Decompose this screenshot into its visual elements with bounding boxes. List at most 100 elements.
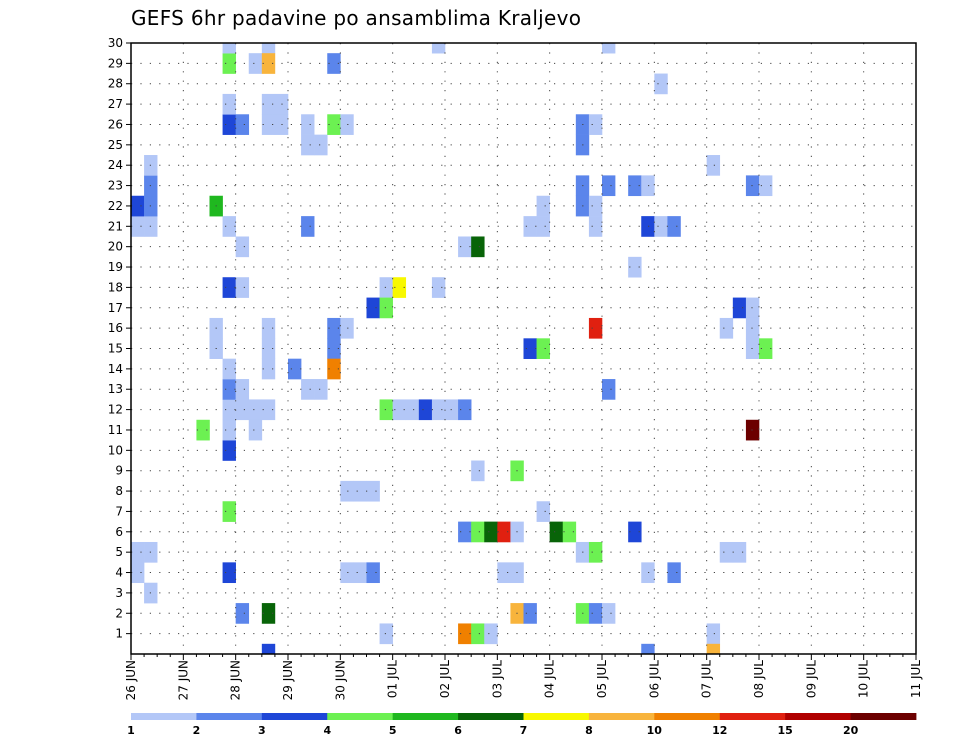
heatmap-cell <box>327 358 341 380</box>
chart-title: GEFS 6hr padavine po ansamblima Kraljevo <box>131 6 582 30</box>
heatmap-cell <box>222 53 236 74</box>
heatmap-cell <box>458 399 472 421</box>
heatmap-cell <box>431 277 446 298</box>
heatmap-cell <box>759 175 773 197</box>
heatmap-cell <box>602 43 616 54</box>
y-tick-label: 2 <box>115 606 123 620</box>
heatmap-cell <box>484 521 498 543</box>
x-tick-label: 10 JUL <box>857 660 871 698</box>
y-tick-label: 5 <box>115 545 123 559</box>
y-tick-label: 17 <box>108 301 123 315</box>
heatmap-cell <box>222 277 236 298</box>
heatmap-cell <box>288 358 302 380</box>
colorbar-label: 12 <box>712 724 727 737</box>
heatmap-cell <box>314 379 328 400</box>
heatmap-cell <box>732 297 747 319</box>
y-tick-label: 13 <box>108 382 123 396</box>
y-tick-label: 14 <box>108 362 123 376</box>
heatmap-cell <box>235 236 250 258</box>
heatmap-cell <box>523 338 537 359</box>
heatmap-cell <box>222 114 236 135</box>
heatmap-cell <box>471 521 485 543</box>
heatmap-cell <box>222 379 236 400</box>
heatmap-cell <box>745 175 760 197</box>
colorbar-label: 2 <box>193 724 201 737</box>
y-tick-label: 18 <box>108 280 123 294</box>
heatmap-cell <box>471 623 485 645</box>
heatmap-cell <box>549 521 564 543</box>
heatmap-cell <box>667 562 681 584</box>
heatmap-cell <box>379 297 393 319</box>
y-tick-label: 27 <box>108 97 123 111</box>
heatmap-cell <box>458 623 472 645</box>
heatmap-cell <box>261 643 276 655</box>
heatmap-cell <box>235 277 250 298</box>
heatmap-cell <box>602 603 616 624</box>
colorbar-swatch <box>588 713 655 720</box>
heatmap-cell <box>732 541 747 563</box>
heatmap-cell <box>392 277 407 298</box>
y-tick-label: 19 <box>108 260 123 274</box>
y-tick-label: 20 <box>108 240 123 254</box>
heatmap-cell <box>340 114 354 135</box>
colorbar-swatch <box>719 713 786 720</box>
heatmap-cell <box>379 623 393 645</box>
heatmap-cell <box>235 379 250 400</box>
heatmap-cell <box>314 134 328 156</box>
heatmap-cell <box>222 43 236 54</box>
heatmap-cell <box>667 216 681 237</box>
heatmap-cell <box>301 114 315 135</box>
heatmap-cell <box>588 195 603 217</box>
heatmap-cell <box>745 317 760 339</box>
y-tick-label: 10 <box>108 443 123 457</box>
y-tick-label: 1 <box>115 627 123 641</box>
x-tick-label: 29 JUN <box>281 660 295 700</box>
axes-layer: 1234567891011121314151617181920212223242… <box>108 36 923 700</box>
colorbar-swatch <box>785 713 851 720</box>
heatmap-cell <box>261 114 276 135</box>
heatmap-cell <box>719 317 734 339</box>
y-tick-label: 11 <box>108 423 123 437</box>
heatmap-cell <box>431 399 446 421</box>
heatmap-cell <box>366 297 380 319</box>
heatmap-cell <box>222 501 236 522</box>
heatmap-cell <box>235 603 250 624</box>
heatmap-cell <box>745 419 760 441</box>
y-tick-label: 9 <box>115 464 123 478</box>
heatmap-cell <box>340 480 354 502</box>
heatmap-cell <box>261 358 276 380</box>
heatmap-cell <box>523 603 537 624</box>
heatmap-cell <box>588 216 603 237</box>
x-tick-label: 04 JUL <box>543 660 557 698</box>
y-tick-label: 29 <box>108 56 123 70</box>
heatmap-cell <box>261 43 276 54</box>
heatmap-cell <box>706 623 721 645</box>
heatmap-cell <box>222 399 236 421</box>
colorbar-layer: 1 2 3 4 5 6 7 8 10 12 15 20 <box>127 713 917 737</box>
heatmap-cell <box>536 501 550 522</box>
colorbar-swatch <box>327 713 394 720</box>
heatmap-cell <box>759 338 773 359</box>
colorbar-label: 8 <box>585 724 593 737</box>
heatmap-cell <box>392 399 407 421</box>
x-tick-label: 30 JUN <box>333 660 347 700</box>
heatmap-cell <box>641 216 655 237</box>
heatmap-cell <box>248 53 263 74</box>
heatmap-cell <box>248 419 263 441</box>
x-tick-label: 11 JUL <box>909 660 923 698</box>
colorbar-label: 7 <box>520 724 528 737</box>
y-tick-label: 24 <box>108 158 123 172</box>
heatmap-cell <box>235 114 250 135</box>
heatmap-cell <box>458 236 472 258</box>
heatmap-cell <box>222 93 236 115</box>
heatmap-cell <box>222 358 236 380</box>
heatmap-cell <box>497 521 511 543</box>
heatmap-cell <box>418 399 433 421</box>
heatmap-cell <box>131 541 145 563</box>
heatmap-cell <box>366 562 380 584</box>
colorbar-swatch <box>850 713 917 720</box>
heatmap-cell <box>719 541 734 563</box>
heatmap-cell <box>536 216 550 237</box>
heatmap-cell <box>745 338 760 359</box>
